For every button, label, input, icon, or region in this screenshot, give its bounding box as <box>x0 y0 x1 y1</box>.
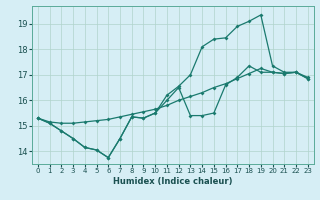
X-axis label: Humidex (Indice chaleur): Humidex (Indice chaleur) <box>113 177 233 186</box>
